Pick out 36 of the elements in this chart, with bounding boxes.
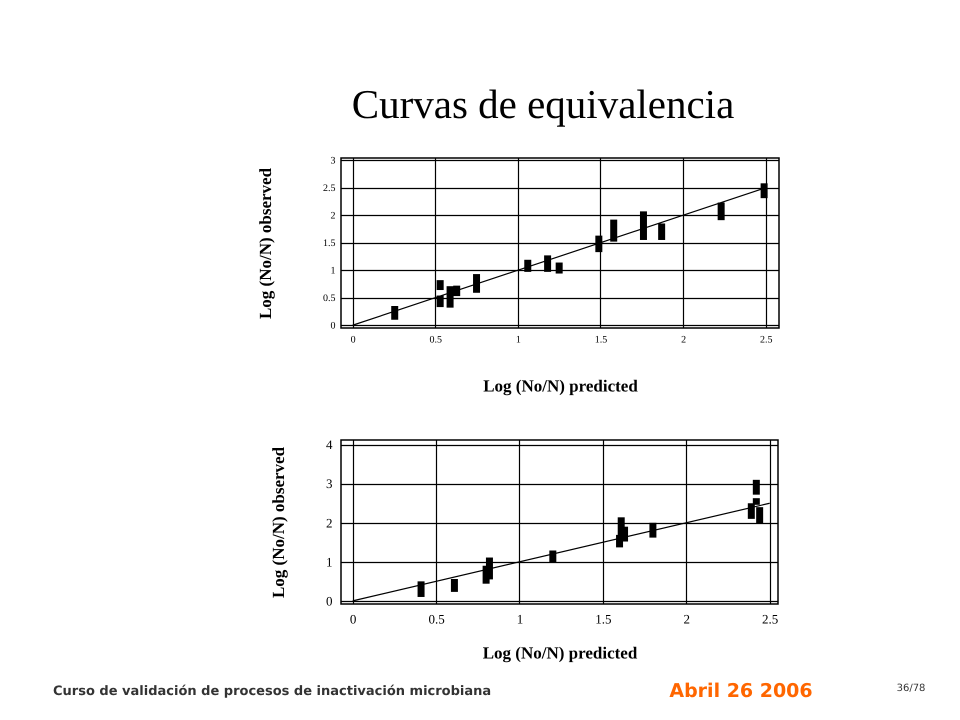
- bar: [473, 274, 480, 293]
- text: Abril 26 2006: [669, 680, 813, 702]
- x-tick-label: 1.5: [595, 612, 612, 626]
- y-tick-label: 3: [326, 476, 332, 492]
- bar: [418, 581, 425, 597]
- x-axis-title: Log (No/N) predicted: [482, 644, 638, 662]
- y-tick-label: 3: [330, 156, 336, 167]
- x-tick-label: 2: [681, 334, 686, 346]
- y-tick-label: 0.5: [323, 293, 336, 304]
- x-tick-label: 1: [516, 612, 524, 626]
- y-tick-label: 0: [326, 593, 332, 608]
- y-tick-label: 1: [326, 554, 332, 570]
- y-axis-title: Log (No/N) observed: [269, 446, 288, 598]
- y-tick-label: 4: [326, 437, 333, 452]
- y-tick-label: 2: [326, 515, 332, 530]
- x-tick-label: 0.5: [428, 612, 445, 626]
- x-tick-label: 1: [516, 334, 521, 346]
- y-tick-label: 2: [330, 210, 336, 222]
- y-tick-label: 1: [330, 266, 336, 277]
- y-tick-label: 2.5: [323, 183, 336, 194]
- text: Curso de validación de procesos de inactivación microbiana: [53, 684, 492, 699]
- x-tick-label: 0.5: [429, 334, 442, 346]
- y-tick-label: 0: [330, 320, 336, 332]
- y-axis-title: Log (No/N) observed: [256, 167, 275, 320]
- chart-title: Curvas de equivalencia: [352, 81, 734, 128]
- y-tick-label: 1.5: [323, 238, 336, 250]
- bar: [450, 579, 458, 592]
- x-tick-label: 2.5: [762, 612, 778, 626]
- x-axis-title: Log (No/N) predicted: [483, 376, 638, 396]
- x-tick-label: 2: [684, 612, 690, 626]
- x-tick-label: 0: [350, 334, 356, 346]
- x-tick-label: 2.5: [760, 334, 773, 346]
- x-tick-label: 1.5: [594, 334, 608, 346]
- bar: [658, 223, 666, 240]
- x-tick-label: 0: [350, 612, 356, 626]
- text: 36/78: [896, 683, 926, 694]
